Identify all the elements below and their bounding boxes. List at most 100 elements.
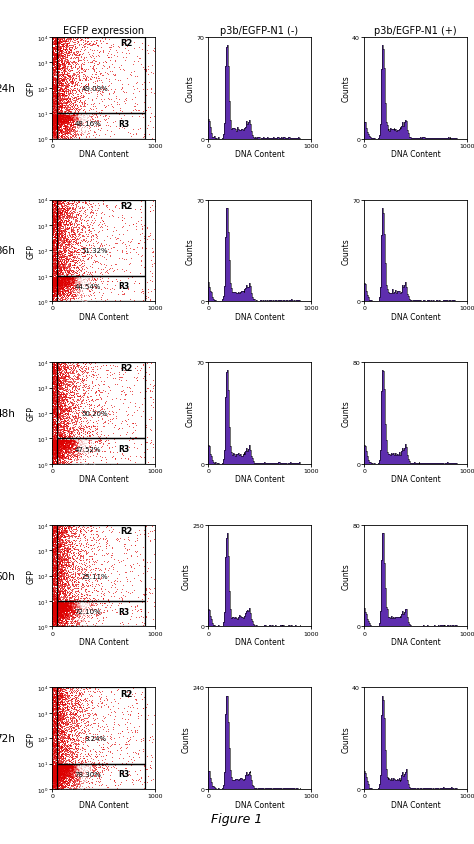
Point: [52, 596, 60, 609]
Point: [58, 763, 66, 776]
Point: [75, 116, 82, 129]
Point: [54, 55, 62, 68]
Point: [132, 246, 139, 259]
Point: [83, 608, 91, 621]
Point: [67, 758, 74, 771]
Point: [87, 533, 94, 547]
Point: [81, 411, 89, 425]
Point: [52, 115, 59, 128]
Point: [51, 415, 58, 429]
Point: [73, 744, 80, 758]
Point: [51, 440, 59, 453]
Point: [50, 235, 57, 248]
Point: [77, 766, 85, 780]
Point: [52, 750, 60, 764]
Point: [82, 434, 90, 447]
Point: [56, 419, 64, 432]
Point: [65, 731, 73, 744]
Point: [53, 769, 61, 782]
Point: [65, 275, 73, 289]
Point: [63, 225, 70, 239]
Point: [63, 203, 71, 217]
Point: [62, 246, 69, 259]
Point: [49, 603, 56, 617]
Point: [48, 228, 56, 241]
Point: [55, 217, 63, 230]
Point: [63, 448, 71, 462]
Point: [49, 193, 56, 207]
Point: [67, 724, 75, 738]
Point: [67, 685, 74, 699]
Point: [55, 35, 62, 49]
Point: [82, 78, 90, 92]
Point: [65, 602, 73, 615]
Point: [52, 47, 59, 61]
Point: [55, 110, 62, 123]
Point: [70, 600, 77, 614]
Point: [80, 277, 87, 290]
Point: [49, 716, 56, 729]
Point: [63, 609, 71, 622]
Point: [49, 114, 57, 127]
Point: [51, 436, 59, 449]
Point: [82, 72, 90, 85]
Point: [49, 367, 57, 381]
Point: [69, 603, 76, 617]
Point: [70, 279, 78, 293]
Point: [61, 598, 68, 612]
Point: [78, 596, 86, 609]
Point: [49, 73, 56, 87]
Point: [54, 766, 62, 779]
Point: [54, 273, 61, 286]
Point: [52, 89, 59, 103]
Point: [91, 357, 99, 371]
Point: [60, 761, 68, 775]
Point: [49, 49, 57, 62]
Point: [50, 74, 58, 88]
Point: [52, 378, 60, 392]
Point: [54, 41, 61, 55]
Point: [56, 586, 64, 599]
Point: [60, 127, 68, 141]
Point: [65, 441, 73, 454]
Point: [85, 279, 92, 292]
Point: [58, 446, 65, 459]
Point: [51, 596, 58, 609]
Point: [53, 115, 61, 128]
Point: [58, 615, 65, 629]
Point: [66, 437, 73, 451]
Point: [58, 278, 66, 291]
Point: [67, 41, 75, 54]
Point: [58, 197, 66, 210]
Point: [48, 532, 56, 545]
Point: [54, 66, 62, 79]
Point: [67, 263, 75, 277]
Point: [72, 376, 80, 390]
Point: [64, 744, 71, 757]
Point: [83, 434, 91, 447]
Point: [60, 197, 67, 211]
Point: [60, 442, 67, 456]
Point: [52, 759, 60, 772]
Point: [52, 52, 60, 66]
Point: [67, 62, 75, 75]
Point: [60, 59, 68, 73]
Point: [69, 598, 76, 611]
Point: [71, 757, 79, 771]
Point: [52, 609, 59, 623]
Point: [61, 728, 68, 741]
Point: [56, 600, 64, 614]
Point: [62, 274, 70, 288]
Point: [73, 376, 81, 389]
Point: [55, 715, 63, 728]
Point: [50, 369, 57, 382]
Point: [70, 446, 77, 460]
Point: [56, 287, 64, 300]
Point: [53, 403, 60, 417]
Point: [62, 80, 70, 94]
Point: [49, 603, 56, 617]
Point: [56, 768, 64, 782]
Point: [59, 606, 66, 619]
Point: [79, 436, 86, 450]
Point: [52, 547, 60, 560]
